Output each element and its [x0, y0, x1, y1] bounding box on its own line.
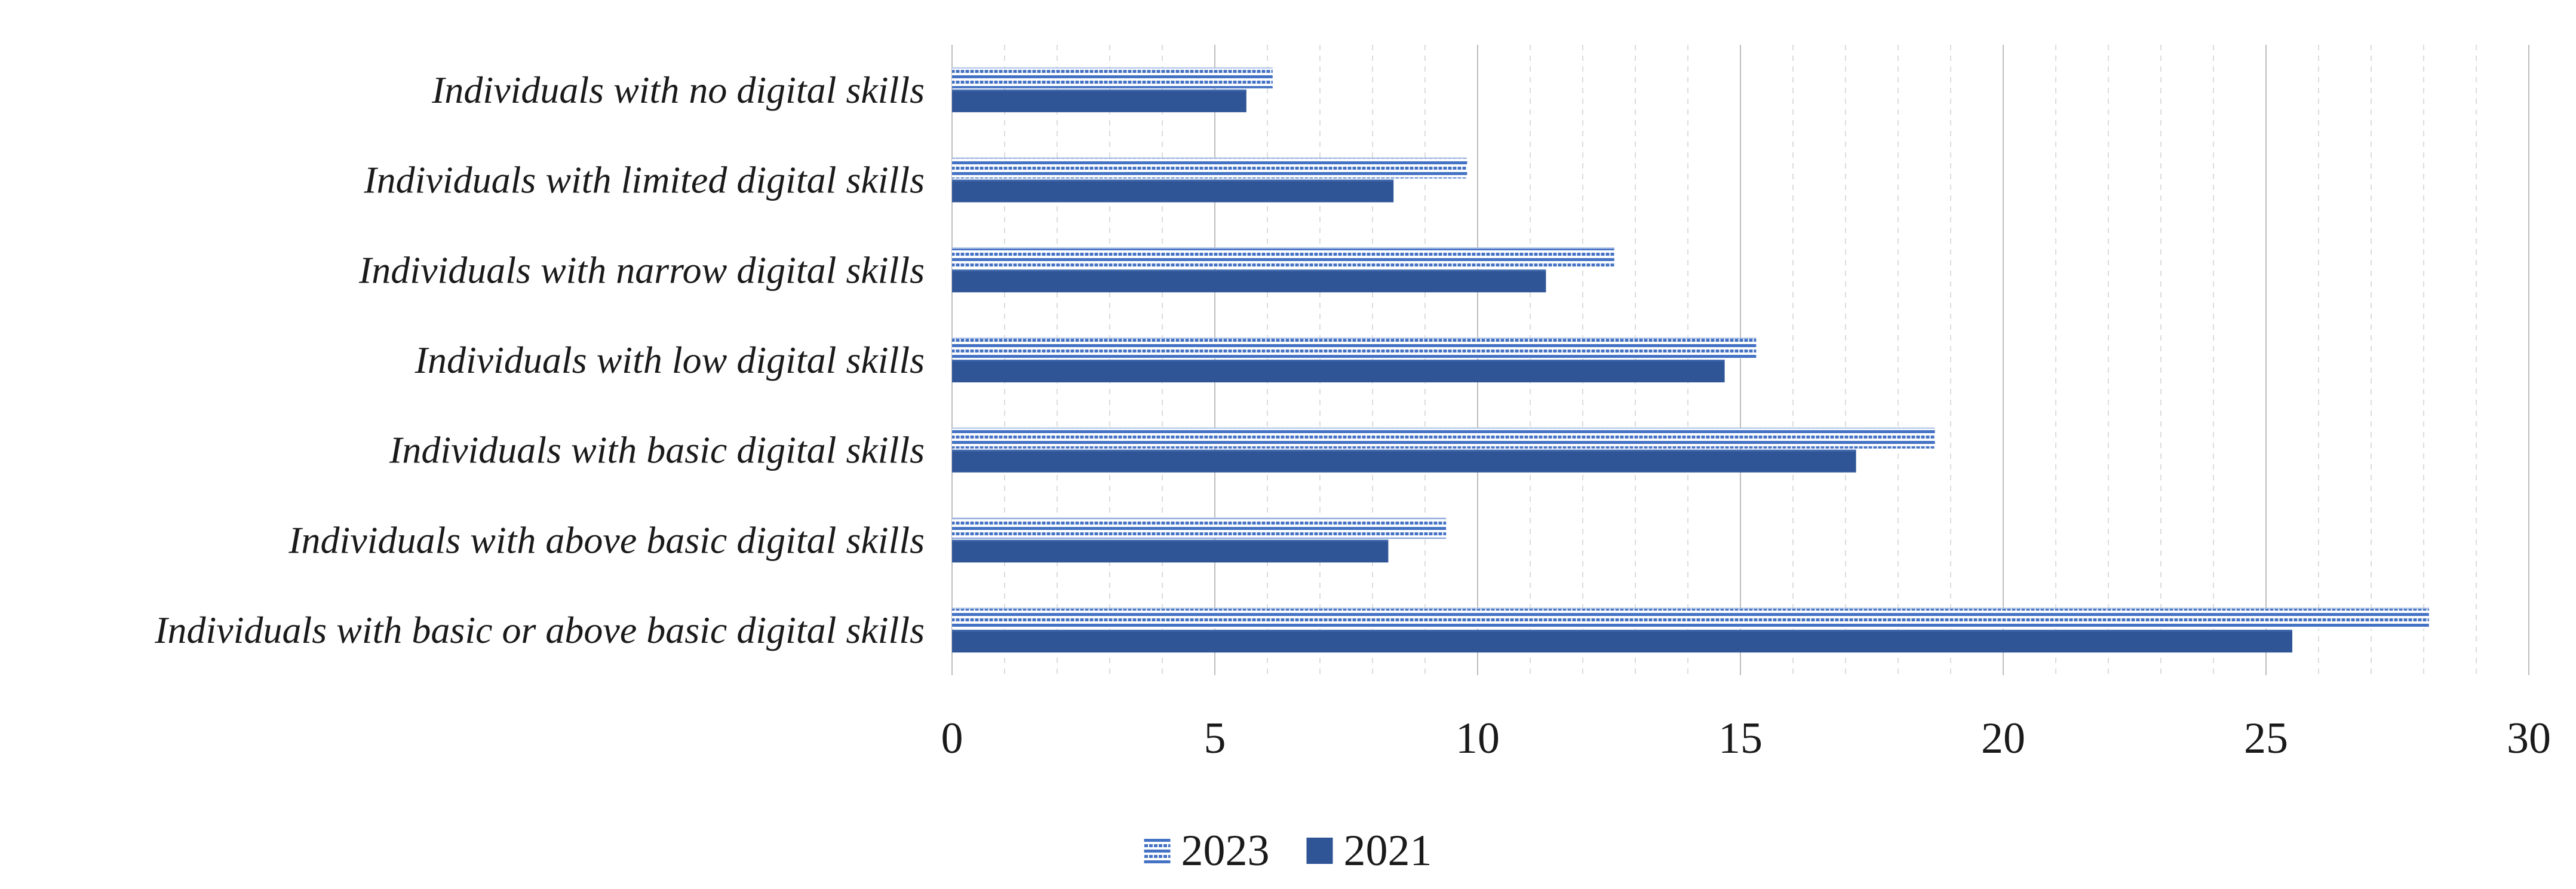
category-label: Individuals with above basic digital ski… — [288, 519, 925, 561]
bar-2023 — [952, 517, 1447, 539]
x-tick-label: 5 — [1204, 714, 1226, 763]
legend-item-2021: 2021 — [1306, 826, 1432, 875]
category-label: Individuals with low digital skills — [415, 339, 925, 381]
legend-label: 2021 — [1344, 826, 1432, 875]
bar-2021 — [952, 269, 1546, 293]
legend-label: 2023 — [1181, 826, 1270, 875]
bar-2021 — [952, 89, 1246, 112]
bar-2023 — [952, 427, 1935, 449]
bar-2021 — [952, 630, 2292, 653]
bars-2021 — [952, 89, 2292, 653]
category-label: Individuals with basic digital skills — [389, 429, 925, 471]
legend-swatch-2023 — [1144, 838, 1171, 864]
category-label: Individuals with narrow digital skills — [358, 249, 925, 291]
category-label: Individuals with limited digital skills — [363, 159, 925, 201]
bar-2021 — [952, 179, 1394, 203]
x-tick-label: 25 — [2244, 714, 2288, 763]
category-labels: Individuals with no digital skills Indivi… — [154, 69, 925, 651]
bars-2023 — [952, 67, 2429, 629]
legend-swatch-2021 — [1306, 838, 1333, 864]
category-label: Individuals with basic or above basic di… — [154, 609, 925, 651]
bar-2021 — [952, 539, 1389, 563]
x-tick-label: 10 — [1456, 714, 1500, 763]
bar-2021 — [952, 360, 1725, 382]
x-tick-label: 0 — [941, 714, 963, 763]
legend-item-2023: 2023 — [1144, 826, 1270, 875]
bar-2023 — [952, 338, 1757, 358]
bar-2023 — [952, 157, 1467, 179]
legend: 2023 2021 — [1144, 826, 1432, 875]
x-tick-label: 15 — [1718, 714, 1763, 763]
bar-2023 — [952, 608, 2429, 629]
bar-2023 — [952, 67, 1273, 88]
x-tick-label: 30 — [2507, 714, 2551, 763]
bar-2021 — [952, 449, 1856, 473]
category-label: Individuals with no digital skills — [431, 69, 925, 111]
x-tick-label: 20 — [1981, 714, 2025, 763]
x-axis-labels: 0 5 10 15 20 25 30 — [941, 714, 2552, 763]
bar-2023 — [952, 247, 1614, 269]
